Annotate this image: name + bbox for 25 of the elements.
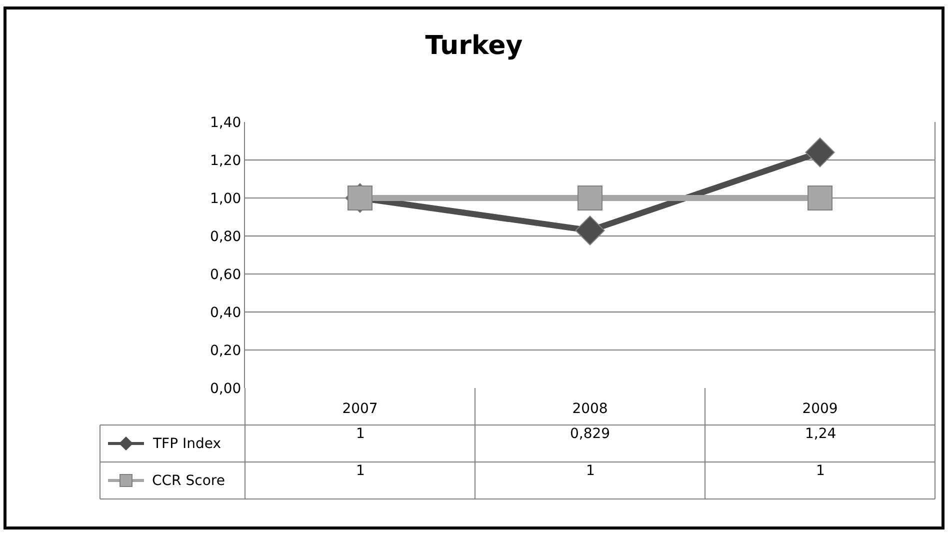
point xyxy=(348,186,372,210)
y-tick-label: 0,60 xyxy=(210,266,242,283)
data-label: 1,24 xyxy=(805,426,836,442)
y-tick-label: 1,00 xyxy=(210,190,242,207)
y-tick-label: 0,20 xyxy=(210,342,242,359)
point xyxy=(808,186,832,210)
point xyxy=(805,138,835,168)
data-label: 1 xyxy=(816,463,825,479)
legend-label: CCR Score xyxy=(152,473,225,489)
y-tick-label: 1,40 xyxy=(210,114,242,131)
x-tick-label: 2007 xyxy=(342,401,378,417)
point xyxy=(575,216,605,246)
y-tick-label: 0,80 xyxy=(210,228,242,245)
y-tick-label: 0,00 xyxy=(210,380,242,397)
y-tick-label: 1,20 xyxy=(210,152,242,169)
data-label: 0,829 xyxy=(570,426,610,442)
y-tick-label: 0,40 xyxy=(210,304,242,321)
point xyxy=(578,186,602,210)
data-label: 1 xyxy=(356,426,365,442)
chart-title: Turkey xyxy=(425,31,523,62)
data-label: 1 xyxy=(356,463,365,479)
x-tick-label: 2008 xyxy=(572,401,608,417)
data-label: 1 xyxy=(586,463,595,479)
x-tick-label: 2009 xyxy=(802,401,838,417)
legend-label: TFP Index xyxy=(152,436,222,452)
